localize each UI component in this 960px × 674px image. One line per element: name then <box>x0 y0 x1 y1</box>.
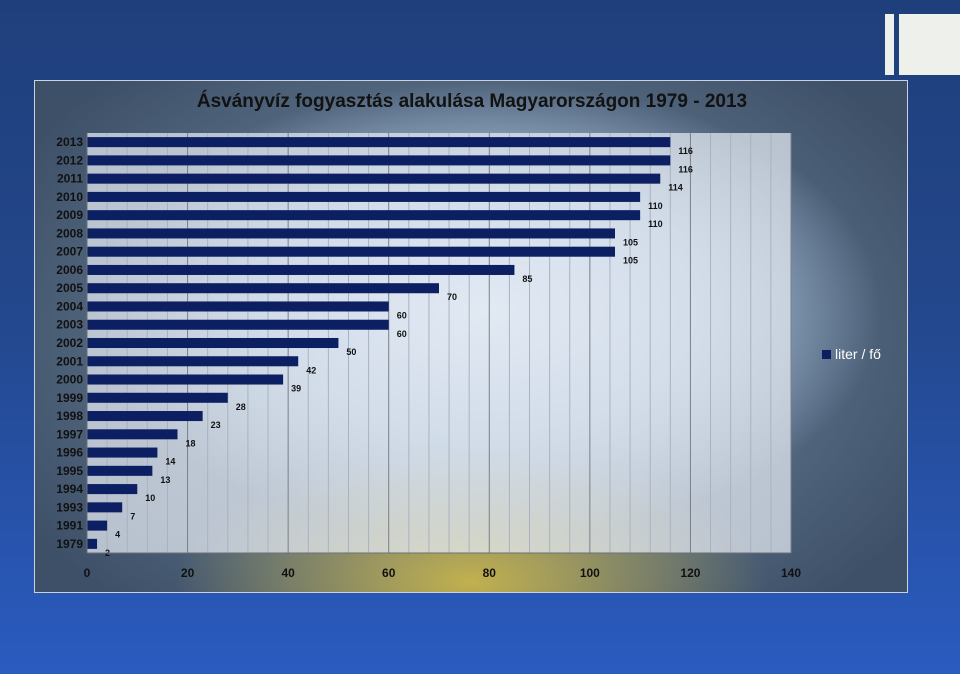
data-label: 18 <box>186 438 196 448</box>
data-label: 60 <box>397 329 407 339</box>
bar <box>87 411 203 422</box>
data-label: 14 <box>165 457 175 467</box>
y-tick-label: 1996 <box>56 446 83 460</box>
bar <box>87 447 158 458</box>
data-label: 23 <box>211 420 221 430</box>
bar <box>87 246 615 257</box>
data-label: 110 <box>648 201 663 211</box>
y-tick-label: 1998 <box>56 409 83 423</box>
y-tick-label: 2010 <box>56 190 83 204</box>
bar <box>87 538 98 549</box>
data-label: 28 <box>236 402 246 412</box>
data-label: 60 <box>397 311 407 321</box>
data-label: 42 <box>306 365 316 375</box>
data-label: 39 <box>291 384 301 394</box>
bar <box>87 173 661 184</box>
y-tick-label: 2009 <box>56 208 83 222</box>
legend-swatch <box>822 349 831 359</box>
bar <box>87 155 671 166</box>
y-tick-label: 1999 <box>56 391 83 405</box>
y-tick-label: 2002 <box>56 336 83 350</box>
bar <box>87 502 123 513</box>
y-tick-label: 1979 <box>56 537 83 551</box>
data-label: 7 <box>130 511 135 521</box>
y-tick-label: 2011 <box>57 172 83 186</box>
y-tick-label: 2003 <box>56 318 83 332</box>
slide-decoration-square <box>899 14 960 75</box>
y-tick-label: 1995 <box>56 464 83 478</box>
chart-container: 0 20 40 60 80 100 120 140 2013 116 2012 116 2011 114 2… <box>34 80 908 593</box>
bar <box>87 137 671 148</box>
x-tick-label: 20 <box>181 566 195 580</box>
bar <box>87 337 339 349</box>
data-label: 116 <box>678 164 693 174</box>
bar <box>87 283 439 294</box>
x-tick-label: 100 <box>580 566 600 580</box>
y-tick-label: 1993 <box>56 500 83 514</box>
y-tick-label: 2004 <box>56 299 83 313</box>
bar <box>87 356 299 367</box>
data-label: 4 <box>115 530 120 540</box>
data-label: 70 <box>447 292 457 302</box>
x-tick-label: 140 <box>781 566 801 580</box>
data-label: 10 <box>145 493 155 503</box>
data-label: 114 <box>668 183 683 193</box>
x-tick-label: 120 <box>680 566 700 580</box>
bar <box>87 392 228 403</box>
x-tick-label: 40 <box>281 566 295 580</box>
bar <box>87 210 641 221</box>
data-label: 50 <box>346 347 356 357</box>
slide-decoration-bar <box>885 14 894 75</box>
bar-chart: 0 20 40 60 80 100 120 140 2013 116 2012 116 2011 114 2… <box>56 133 801 580</box>
y-tick-label: 2013 <box>56 135 83 149</box>
data-label: 116 <box>678 146 693 156</box>
bar <box>87 465 153 476</box>
bar <box>87 484 138 495</box>
bar <box>87 301 389 312</box>
bar <box>87 319 389 330</box>
x-tick-label: 0 <box>84 566 91 580</box>
y-tick-label: 2000 <box>56 373 83 387</box>
data-label: 105 <box>623 237 638 247</box>
legend-label: liter / fő <box>835 346 881 362</box>
bar <box>87 264 515 275</box>
chart-legend: liter / fő <box>822 346 881 362</box>
y-tick-label: 1991 <box>56 519 83 533</box>
bar <box>87 429 178 440</box>
y-tick-label: 2001 <box>56 354 83 368</box>
bar <box>87 228 615 239</box>
data-label: 13 <box>160 475 170 485</box>
bar <box>87 520 108 531</box>
bar <box>87 374 284 385</box>
data-label: 105 <box>623 256 638 266</box>
bar <box>87 191 641 202</box>
y-tick-label: 1994 <box>56 482 83 496</box>
data-label: 85 <box>522 274 532 284</box>
y-tick-label: 2012 <box>56 153 83 167</box>
y-tick-label: 2006 <box>56 263 83 277</box>
y-tick-label: 2005 <box>56 281 83 295</box>
chart-title: Ásványvíz fogyasztás alakulása Magyarors… <box>196 91 748 112</box>
x-tick-label: 60 <box>382 566 396 580</box>
y-tick-label: 2007 <box>56 245 83 259</box>
x-tick-label: 80 <box>483 566 497 580</box>
y-tick-label: 2008 <box>56 226 83 240</box>
data-label: 110 <box>648 219 663 229</box>
y-tick-label: 1997 <box>56 427 83 441</box>
